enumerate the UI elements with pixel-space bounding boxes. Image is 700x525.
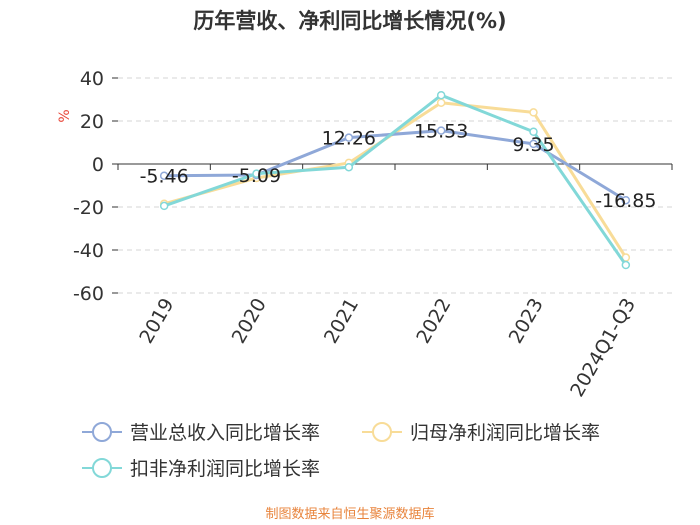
legend-label: 营业总收入同比增长率 [130, 422, 320, 444]
data-label: 15.53 [414, 121, 468, 143]
legend-marker [92, 422, 112, 442]
data-label: -16.85 [595, 190, 656, 212]
legend-item: 营业总收入同比增长率 [82, 422, 320, 444]
data-point [344, 133, 354, 142]
data-point [159, 171, 169, 180]
x-tick-label: 2019 [135, 295, 178, 348]
y-axis-ticks: 40 20 0 -20 -40 -60 [73, 68, 118, 305]
data-labels: -5.46 -5.09 12.26 15.53 9.35 -16.85 [140, 121, 657, 213]
y-tick-label: 20 [80, 111, 104, 133]
data-point [621, 195, 631, 205]
data-point [436, 126, 446, 135]
legend-marker [372, 422, 392, 442]
data-point [159, 201, 169, 211]
series-lines [159, 90, 631, 270]
data-label: 12.26 [322, 128, 376, 150]
legend-label: 归母净利润同比增长率 [410, 422, 600, 444]
x-tick-label: 2021 [320, 295, 363, 348]
x-tick-label: 2022 [412, 295, 455, 348]
legend-item: 扣非净利润同比增长率 [82, 458, 320, 480]
y-tick-label: 40 [80, 68, 104, 90]
source-note: 制图数据来自恒生聚源数据库 [265, 506, 434, 522]
legend-marker [92, 458, 112, 478]
data-point [344, 162, 354, 172]
legend-item: 归母净利润同比增长率 [362, 422, 600, 444]
data-point [436, 98, 446, 107]
data-point [529, 108, 538, 117]
x-tick-label: 2020 [228, 295, 271, 348]
grid-lines [118, 77, 672, 294]
data-point [529, 139, 538, 149]
y-tick-label: -60 [73, 283, 104, 305]
data-point [529, 127, 538, 136]
x-tick-label: 2023 [505, 295, 548, 348]
y-tick-label: 0 [92, 154, 104, 176]
data-label: -5.09 [232, 165, 281, 187]
chart-title: 历年营收、净利同比增长情况(%) [193, 9, 506, 33]
y-tick-label: -20 [73, 197, 104, 219]
series-line [163, 93, 628, 266]
y-tick-label: -40 [73, 240, 104, 262]
legend-label: 扣非净利润同比增长率 [130, 458, 320, 480]
data-point [252, 169, 261, 178]
data-label: -5.46 [140, 166, 189, 188]
data-label: 9.35 [512, 134, 554, 156]
x-tick-label: 2024Q1-Q3 [566, 295, 640, 401]
data-point [436, 90, 446, 100]
data-point [621, 260, 631, 270]
y-axis-unit: % [57, 109, 73, 122]
